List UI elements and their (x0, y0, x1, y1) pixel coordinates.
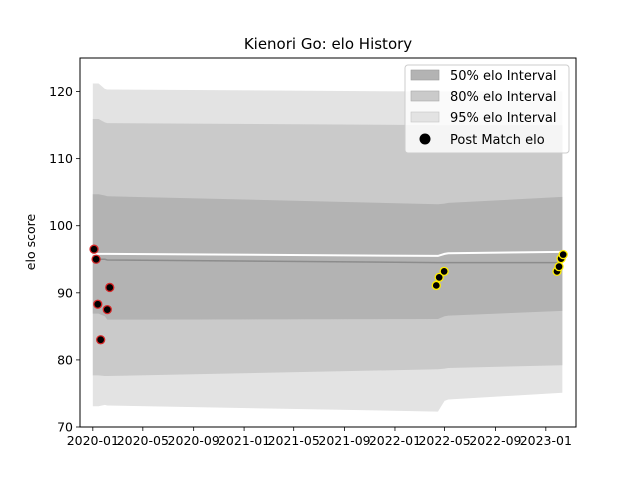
plot-area (89, 83, 568, 412)
legend-label-post-match: Post Match elo (450, 133, 545, 148)
y-tick-label: 80 (57, 352, 73, 367)
y-tick-label: 110 (49, 151, 73, 166)
post-match-point (91, 254, 101, 264)
legend-swatch-50 (410, 69, 440, 81)
x-tick-label: 2023-01 (520, 433, 572, 448)
x-tick-label: 2021-05 (268, 433, 320, 448)
x-tick-label: 2020-05 (117, 433, 169, 448)
x-axis: 2020-012020-052020-092021-012021-052021-… (67, 427, 572, 448)
band-50-interval (92, 194, 563, 320)
post-match-point (93, 299, 103, 309)
x-tick-label: 2020-01 (67, 433, 119, 448)
y-tick-label: 70 (57, 420, 73, 435)
legend: 50% elo Interval 80% elo Interval 95% el… (404, 64, 570, 154)
legend-box (404, 64, 570, 154)
y-tick-label: 100 (49, 218, 73, 233)
legend-swatch-80 (410, 90, 440, 102)
y-tick-label: 120 (49, 84, 73, 99)
x-tick-label: 2022-09 (469, 433, 521, 448)
post-match-point (431, 280, 441, 291)
axes-frame (79, 57, 577, 428)
x-tick-label: 2021-01 (218, 433, 270, 448)
post-match-point (96, 335, 106, 345)
post-match-point (89, 244, 99, 254)
y-tick-label: 90 (57, 285, 73, 300)
chart-title: Kienori Go: elo History (244, 35, 412, 53)
legend-label-50: 50% elo Interval (450, 69, 557, 84)
legend-swatch-95 (410, 111, 440, 123)
x-tick-label: 2020-09 (168, 433, 220, 448)
x-tick-label: 2022-01 (369, 433, 421, 448)
y-axis-label: elo score (23, 214, 38, 271)
post-match-point (554, 261, 564, 272)
legend-marker-post-match (419, 133, 431, 145)
post-match-point (558, 249, 568, 260)
x-tick-label: 2021-09 (318, 433, 370, 448)
post-match-point (439, 266, 449, 277)
post-match-point (105, 282, 115, 293)
legend-label-95: 95% elo Interval (450, 111, 557, 126)
post-match-point (434, 272, 444, 283)
x-tick-label: 2022-05 (418, 433, 470, 448)
y-axis: 70 80 90 100 110 120 (49, 84, 80, 435)
post-match-point (102, 304, 112, 315)
mean-elo-line (92, 250, 563, 257)
legend-label-80: 80% elo Interval (450, 90, 557, 105)
post-match-points (89, 244, 568, 345)
